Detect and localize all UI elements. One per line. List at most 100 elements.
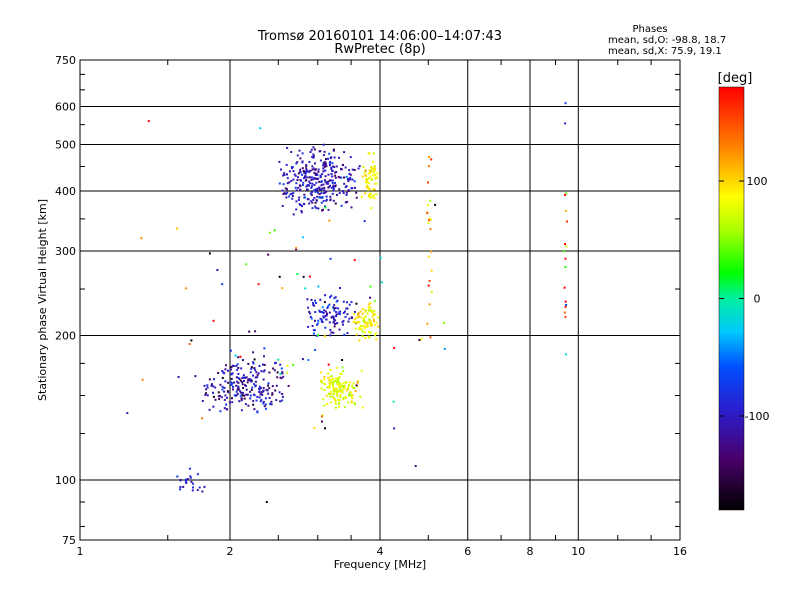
data-point <box>250 367 253 370</box>
data-point <box>355 191 358 194</box>
data-point <box>313 196 316 199</box>
data-point <box>328 152 331 155</box>
data-point <box>337 307 340 310</box>
data-point <box>253 408 256 411</box>
data-point <box>300 211 303 214</box>
data-point <box>323 192 326 194</box>
data-point <box>321 306 324 309</box>
data-point <box>313 148 316 151</box>
data-point <box>315 181 318 184</box>
data-point <box>302 275 305 278</box>
data-point <box>333 398 336 401</box>
data-point <box>301 205 303 208</box>
data-point <box>323 301 326 304</box>
data-point <box>238 400 241 403</box>
data-point <box>250 388 253 391</box>
data-point <box>294 186 297 189</box>
data-point <box>252 361 255 364</box>
data-point <box>347 320 350 323</box>
data-point <box>430 250 433 253</box>
data-point <box>281 371 284 374</box>
data-point <box>286 191 289 194</box>
data-point <box>371 315 374 318</box>
data-point <box>330 401 333 404</box>
data-point <box>345 389 348 392</box>
data-point <box>254 380 257 383</box>
data-point <box>290 192 293 195</box>
data-point <box>309 169 312 172</box>
data-point <box>358 315 361 318</box>
data-point <box>368 177 371 180</box>
data-point <box>334 319 337 322</box>
data-point <box>344 381 347 384</box>
data-point <box>332 320 335 323</box>
data-point <box>239 355 242 358</box>
data-point <box>364 320 367 323</box>
data-point <box>203 485 206 488</box>
data-point <box>314 168 317 171</box>
data-point <box>323 375 326 378</box>
data-point <box>359 328 362 331</box>
data-point <box>332 306 335 309</box>
data-point <box>267 382 270 385</box>
data-point <box>227 369 229 372</box>
data-point <box>324 161 327 164</box>
data-point <box>286 365 289 367</box>
data-point <box>374 176 377 179</box>
data-point <box>360 316 363 319</box>
data-point <box>564 353 567 356</box>
data-point <box>316 189 319 191</box>
data-point <box>364 169 367 172</box>
data-point <box>369 192 372 195</box>
data-point <box>290 179 293 182</box>
data-point <box>325 182 328 185</box>
data-point <box>335 391 338 393</box>
data-point <box>362 165 365 168</box>
data-point <box>361 330 364 333</box>
data-point <box>309 151 312 153</box>
data-point <box>211 383 213 386</box>
data-point <box>321 321 324 324</box>
data-point <box>427 255 430 258</box>
data-point <box>190 480 193 483</box>
data-point <box>298 149 301 152</box>
data-point <box>344 166 347 169</box>
data-point <box>241 381 244 384</box>
data-point <box>320 192 323 195</box>
data-point <box>428 217 431 220</box>
data-point <box>296 273 299 275</box>
data-point <box>212 395 215 398</box>
data-point <box>312 155 315 158</box>
data-point <box>259 127 262 130</box>
data-point <box>201 400 204 402</box>
x-tick-label: 16 <box>673 545 687 558</box>
data-point <box>315 199 318 202</box>
data-point <box>352 313 355 316</box>
data-point <box>221 283 224 286</box>
data-point <box>260 391 263 394</box>
data-point <box>334 377 337 380</box>
data-point <box>317 207 320 210</box>
data-point <box>426 204 429 207</box>
data-point <box>296 179 299 181</box>
data-point <box>338 376 341 379</box>
data-point <box>563 311 566 314</box>
data-point <box>333 380 336 383</box>
data-point <box>249 390 252 393</box>
data-point <box>242 359 244 362</box>
data-point <box>332 186 335 189</box>
data-point <box>281 287 284 290</box>
data-point <box>218 398 221 401</box>
data-point <box>373 194 375 197</box>
data-point <box>370 309 373 312</box>
phases-o-stats: mean, sd,O: -98.8, 18.7 <box>608 35 726 46</box>
data-point <box>340 176 343 179</box>
data-point <box>189 475 192 478</box>
data-point <box>374 177 377 180</box>
data-point <box>307 359 310 361</box>
data-point <box>314 348 317 351</box>
data-point <box>360 369 363 372</box>
data-point <box>332 187 335 190</box>
data-point <box>565 245 568 248</box>
data-point <box>393 427 396 430</box>
